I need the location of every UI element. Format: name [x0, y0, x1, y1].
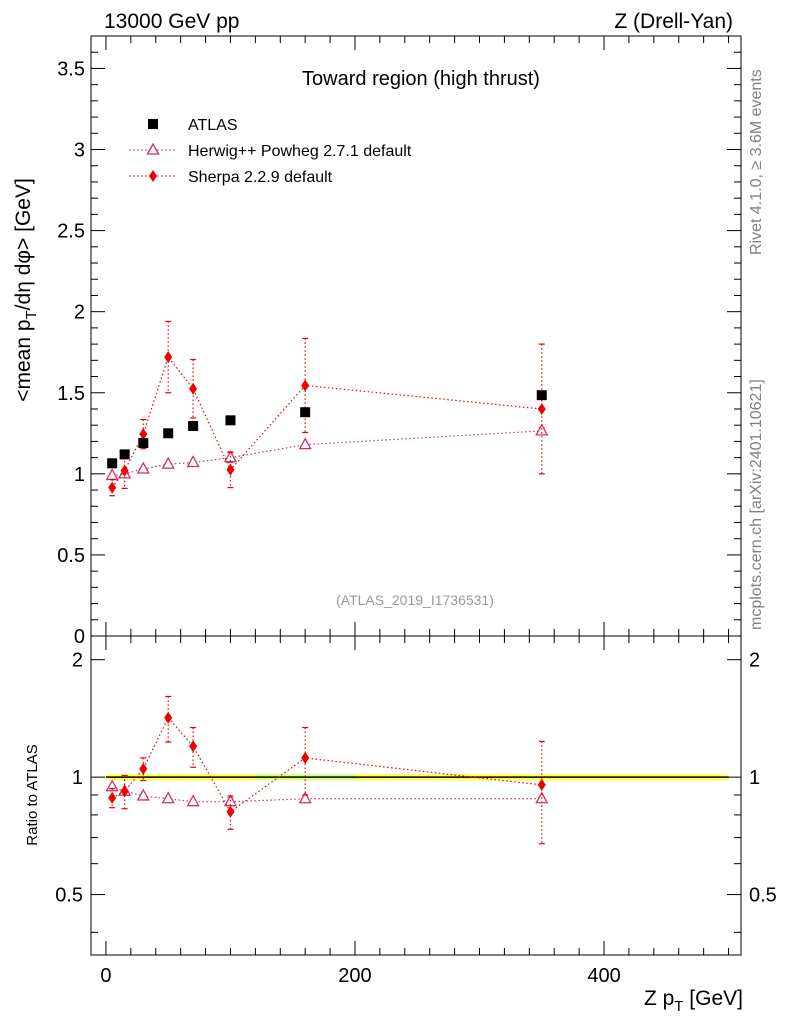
y-tick-label: 1 [74, 464, 85, 486]
sherpa-point [537, 402, 546, 415]
atlas-point [188, 421, 199, 431]
sherpa-point [189, 382, 198, 395]
ratio-y-tick-label: 2 [72, 650, 83, 672]
ratio-sherpa-point [537, 778, 546, 791]
ratio-sherpa-series [108, 695, 546, 845]
legend-label: Sherpa 2.2.9 default [188, 169, 333, 186]
analysis-label: (ATLAS_2019_I1736531) [336, 592, 494, 608]
legend-marker [146, 142, 160, 155]
ratio-y-tick-label-right: 2 [749, 650, 760, 672]
ratio-sherpa-point [108, 791, 117, 804]
y-tick-label: 0 [74, 626, 85, 648]
herwig-point [298, 437, 312, 450]
ratio-sherpa-point [301, 751, 310, 764]
ratio-sherpa-point [120, 785, 129, 798]
y-tick-label: 1.5 [57, 383, 85, 405]
ratio-sherpa-line [111, 716, 542, 813]
ratio-plot-panel: 0 200 400 0.5 0.5 1 1 2 2 [55, 635, 777, 987]
mcplots-label: mcplots.cern.ch [arXiv:2401.10621] [748, 379, 765, 630]
energy-label: 13000 GeV pp [104, 10, 239, 33]
atlas-point [536, 390, 547, 401]
y-tick-label: 2 [74, 302, 85, 324]
sherpa-point [108, 481, 117, 494]
sherpa-point [226, 463, 235, 476]
ratio-sherpa-point [139, 762, 148, 775]
y-tick-label: 3.5 [57, 58, 85, 80]
x-axis-label: Z pT [GeV] [644, 987, 743, 1015]
atlas-point [107, 458, 118, 469]
ratio-sherpa-point [189, 740, 198, 753]
ratio-reference-band [105, 773, 729, 781]
legend-marker [148, 119, 158, 129]
ratio-herwig-line [111, 786, 542, 803]
x-tick-label: 400 [587, 965, 620, 987]
ratio-herwig-series [105, 779, 549, 807]
y-tick-label: 2.5 [57, 221, 85, 243]
herwig-point [161, 456, 175, 469]
atlas-point [119, 449, 130, 460]
chart-title: Toward region (high thrust) [302, 68, 540, 90]
ratio-y-tick-label: 0.5 [55, 885, 83, 907]
sherpa-line [111, 355, 542, 488]
rivet-label: Rivet 4.1.0, ≥ 3.6M events [748, 69, 765, 255]
ratio-herwig-point [136, 788, 150, 801]
herwig-point [535, 423, 549, 436]
atlas-series [107, 390, 547, 469]
process-label: Z (Drell-Yan) [614, 10, 733, 33]
ratio-y-tick-label: 1 [72, 767, 83, 789]
ratio-y-tick-label-right: 0.5 [749, 885, 777, 907]
atlas-point [225, 415, 236, 426]
ratio-herwig-point [161, 791, 175, 804]
x-tick-label: 0 [100, 965, 111, 987]
ratio-herwig-point [186, 794, 200, 807]
y-tick-label: 3 [74, 140, 85, 162]
y-tick-label: 0.5 [57, 545, 85, 567]
ratio-frame [90, 635, 742, 956]
ratio-herwig-point [298, 791, 312, 804]
y-axis-label: <mean pT/dη dφ> [GeV] [12, 178, 40, 402]
ratio-y-axis-label: Ratio to ATLAS [24, 744, 41, 845]
main-plot-panel: 0 0.5 1 1.5 2 2.5 3 3.5 [57, 35, 742, 648]
ratio-sherpa-point [226, 805, 235, 818]
ratio-y-tick-label-right: 1 [749, 767, 760, 789]
atlas-point [138, 438, 149, 449]
legend-marker [149, 170, 157, 182]
herwig-point [105, 468, 119, 481]
sherpa-point [120, 464, 129, 477]
herwig-point [186, 455, 200, 468]
x-tick-label: 200 [338, 965, 371, 987]
sherpa-point [164, 351, 173, 364]
sherpa-point [139, 428, 148, 441]
ratio-sherpa-point [164, 711, 173, 724]
legend-label: ATLAS [188, 117, 238, 134]
legend-label: Herwig++ Powheg 2.7.1 default [188, 143, 412, 160]
atlas-point [163, 428, 174, 439]
legend: ATLAS Herwig++ Powheg 2.7.1 default Sherpa… [129, 117, 412, 186]
atlas-point [300, 407, 311, 418]
herwig-point [136, 461, 150, 474]
herwig-line [112, 430, 542, 477]
sherpa-point [301, 379, 310, 392]
sherpa-series [108, 320, 546, 497]
